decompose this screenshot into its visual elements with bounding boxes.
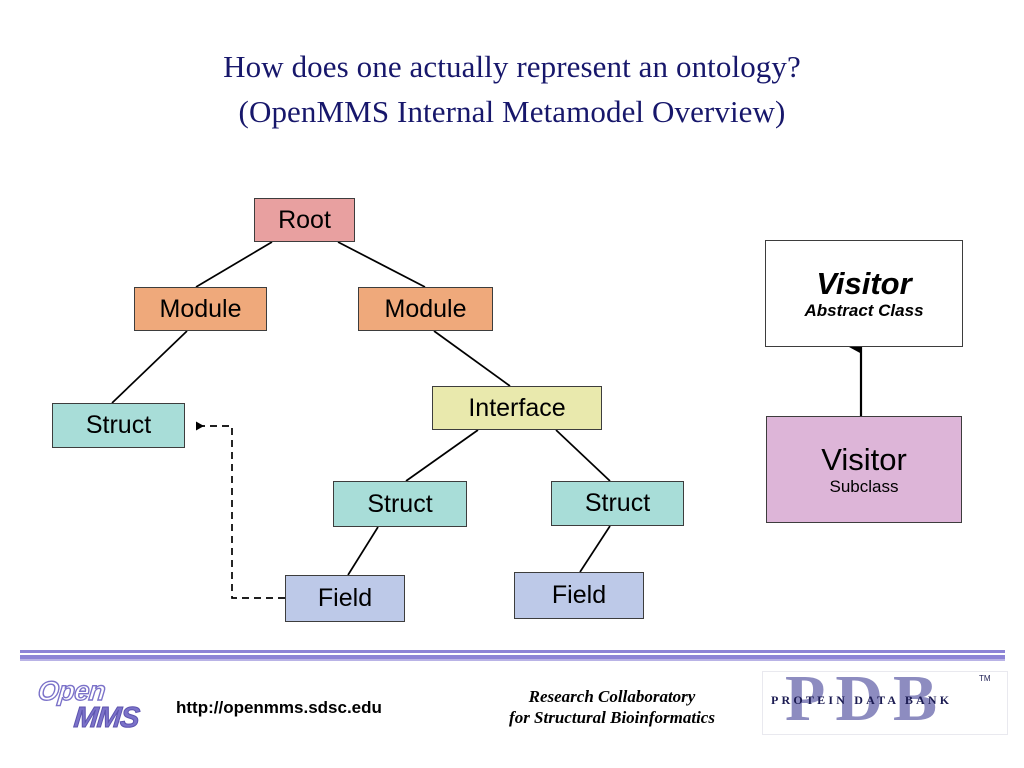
node-module-left[interactable]: Module (134, 287, 267, 331)
node-struct-middle-label: Struct (367, 489, 433, 518)
visitor-subclass-subtitle: Subclass (829, 476, 899, 496)
node-interface[interactable]: Interface (432, 386, 602, 430)
title-line-1: How does one actually represent an ontol… (223, 49, 801, 84)
pdb-logo[interactable]: PDB PROTEIN DATA BANK TM (762, 666, 1008, 735)
visitor-abstract-subtitle: Abstract Class (804, 300, 924, 320)
rcsb-line-1: Research Collaboratory (528, 687, 696, 706)
pdb-logo-small-text: PROTEIN DATA BANK (771, 693, 953, 707)
edge-root-module-right (337, 241, 426, 288)
openmms-logo[interactable]: Open MMS (32, 675, 167, 738)
visitor-subclass-title: Visitor (821, 441, 907, 477)
node-visitor-subclass[interactable]: Visitor Subclass (766, 416, 962, 523)
divider-bar-bottom (20, 659, 1005, 661)
node-field-left-label: Field (317, 584, 373, 612)
node-interface-label: Interface (468, 393, 566, 422)
divider-bar-top (20, 650, 1005, 653)
openmms-logo-word-mms: MMS (72, 702, 141, 735)
metamodel-diagram: Root Module Module Struct Interface Stru… (52, 198, 963, 622)
node-struct-left[interactable]: Struct (52, 403, 185, 448)
node-field-right-label: Field (551, 581, 607, 609)
divider-bar-gap (20, 653, 1005, 655)
node-struct-right[interactable]: Struct (551, 481, 684, 526)
edge-struct-field-right (579, 525, 611, 573)
node-struct-middle[interactable]: Struct (333, 481, 467, 527)
visitor-abstract-title: Visitor (816, 265, 912, 301)
openmms-url[interactable]: http://openmms.sdsc.edu (176, 698, 382, 717)
node-root[interactable]: Root (254, 198, 355, 242)
edge-root-module-left (195, 241, 273, 288)
node-module-left-label: Module (159, 294, 242, 323)
edge-interface-struct-right (555, 429, 611, 482)
node-visitor-abstract-class[interactable]: Visitor Abstract Class (765, 240, 963, 347)
edge-struct-field-left (347, 526, 379, 576)
node-root-label: Root (278, 205, 331, 234)
rcsb-line-2: for Structural Bioinformatics (509, 708, 715, 727)
pdb-logo-trademark: TM (979, 674, 991, 683)
node-struct-right-label: Struct (584, 489, 651, 517)
node-module-right[interactable]: Module (358, 287, 493, 331)
node-module-right-label: Module (384, 294, 467, 323)
edge-interface-struct-mid (405, 429, 479, 482)
title-line-2: (OpenMMS Internal Metamodel Overview) (238, 94, 786, 129)
edge-module-interface (433, 330, 511, 387)
footer-divider (20, 650, 1005, 661)
page-title: How does one actually represent an ontol… (0, 44, 1024, 134)
node-field-right[interactable]: Field (514, 572, 644, 619)
rcsb-caption: Research Collaboratory for Structural Bi… (487, 686, 737, 728)
edge-module-struct-left (111, 330, 188, 404)
edge-field-to-struct-dashed (196, 421, 285, 599)
divider-bar-middle (20, 655, 1005, 659)
node-field-left[interactable]: Field (285, 575, 405, 622)
diagram-connectors (111, 241, 863, 599)
node-struct-left-label: Struct (85, 411, 152, 439)
pdb-logo-big-text: PDB (785, 662, 947, 735)
